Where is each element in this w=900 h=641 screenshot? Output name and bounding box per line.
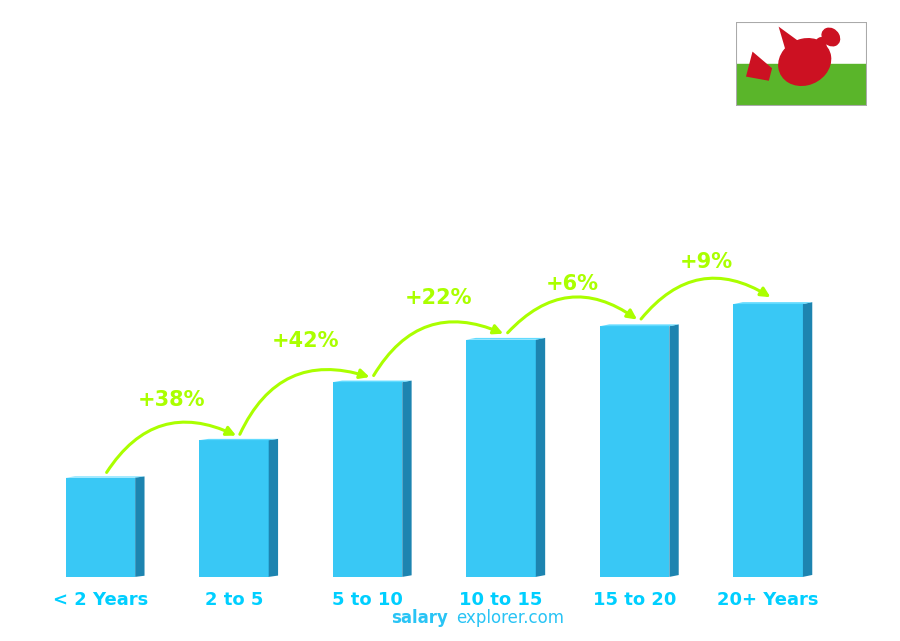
Text: 91,200 GBP: 91,200 GBP (728, 287, 810, 301)
Bar (736, 64, 867, 106)
Polygon shape (466, 340, 536, 577)
Text: +9%: +9% (680, 252, 733, 272)
Text: Salary Comparison By Experience: Salary Comparison By Experience (32, 22, 715, 56)
Text: +42%: +42% (272, 331, 339, 351)
Bar (736, 22, 867, 64)
Ellipse shape (822, 28, 840, 46)
FancyArrowPatch shape (374, 322, 500, 376)
Text: salary: salary (392, 609, 448, 627)
Polygon shape (466, 338, 545, 340)
Text: +22%: +22% (405, 288, 472, 308)
Polygon shape (536, 338, 545, 577)
FancyArrowPatch shape (239, 369, 366, 435)
Polygon shape (402, 381, 411, 577)
Polygon shape (600, 326, 670, 577)
Polygon shape (746, 52, 772, 81)
Polygon shape (66, 478, 135, 577)
Polygon shape (670, 324, 679, 577)
Polygon shape (803, 302, 813, 577)
FancyArrowPatch shape (641, 278, 768, 319)
FancyArrowPatch shape (106, 422, 233, 472)
Text: Average Yearly Salary: Average Yearly Salary (871, 288, 884, 417)
Ellipse shape (813, 38, 826, 57)
Text: 79,300 GBP: 79,300 GBP (450, 322, 532, 337)
Text: Government Relations Officer: Government Relations Officer (32, 71, 340, 90)
Polygon shape (600, 324, 679, 326)
Polygon shape (66, 476, 145, 478)
Polygon shape (269, 439, 278, 577)
Text: +38%: +38% (139, 390, 205, 410)
Ellipse shape (778, 38, 831, 85)
Text: 83,800 GBP: 83,800 GBP (584, 309, 665, 323)
Text: 45,700 GBP: 45,700 GBP (178, 423, 259, 437)
Polygon shape (778, 27, 811, 60)
Polygon shape (734, 304, 803, 577)
FancyArrowPatch shape (508, 297, 634, 333)
Polygon shape (734, 302, 813, 304)
Polygon shape (199, 440, 269, 577)
Text: explorer.com: explorer.com (456, 609, 564, 627)
Text: 33,200 GBP: 33,200 GBP (44, 461, 126, 474)
Text: +6%: +6% (546, 274, 599, 294)
Polygon shape (199, 439, 278, 440)
Polygon shape (333, 382, 402, 577)
Text: 65,100 GBP: 65,100 GBP (317, 365, 399, 379)
Polygon shape (333, 381, 411, 382)
Polygon shape (135, 476, 145, 577)
